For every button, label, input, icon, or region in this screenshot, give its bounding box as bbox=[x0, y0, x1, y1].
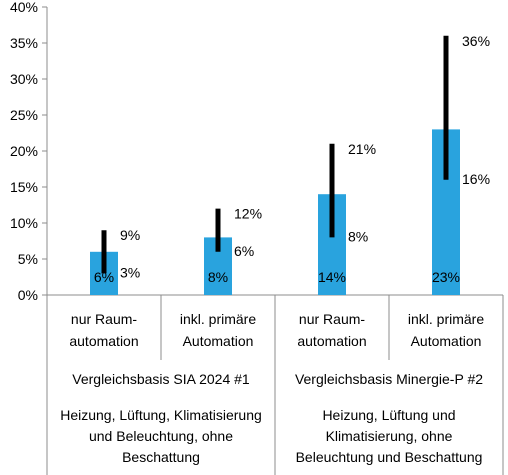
y-tick-label: 20% bbox=[10, 143, 38, 159]
range-high-label: 21% bbox=[348, 141, 376, 157]
bar-value-label: 8% bbox=[208, 269, 228, 285]
y-tick-label: 15% bbox=[10, 179, 38, 195]
range-high-label: 36% bbox=[462, 33, 490, 49]
category-label-line2: Automation bbox=[183, 333, 254, 349]
range-low-label: 16% bbox=[462, 171, 490, 187]
group-note-line: Heizung, Lüftung und bbox=[322, 407, 455, 423]
range-low-label: 3% bbox=[120, 264, 140, 280]
category-label-line1: nur Raum- bbox=[71, 311, 137, 327]
range-low-label: 6% bbox=[234, 243, 254, 259]
group-note-line: und Beleuchtung, ohne bbox=[89, 428, 233, 444]
range-high-label: 12% bbox=[234, 206, 262, 222]
bar-value-label: 6% bbox=[94, 269, 114, 285]
group-label: Vergleichsbasis Minergie-P #2 bbox=[295, 371, 483, 387]
group-note-line: Heizung, Lüftung, Klimatisierung bbox=[60, 407, 262, 423]
bar-value-label: 23% bbox=[432, 269, 460, 285]
category-label-line1: inkl. primäre bbox=[408, 311, 484, 327]
category-label-line1: nur Raum- bbox=[299, 311, 365, 327]
range-low-label: 8% bbox=[348, 228, 368, 244]
range-high-label: 9% bbox=[120, 227, 140, 243]
category-label-line2: automation bbox=[297, 333, 366, 349]
group-note-line: Klimatisierung, ohne bbox=[326, 428, 453, 444]
y-tick-label: 0% bbox=[18, 287, 38, 303]
category-label-line2: Automation bbox=[411, 333, 482, 349]
y-tick-label: 40% bbox=[10, 0, 38, 15]
y-tick-label: 25% bbox=[10, 107, 38, 123]
group-note-line: Beleuchtung und Beschattung bbox=[296, 449, 483, 465]
group-note-line: Beschattung bbox=[122, 449, 200, 465]
y-tick-label: 5% bbox=[18, 251, 38, 267]
category-label-line2: automation bbox=[69, 333, 138, 349]
y-tick-label: 10% bbox=[10, 215, 38, 231]
y-tick-label: 35% bbox=[10, 35, 38, 51]
y-tick-label: 30% bbox=[10, 71, 38, 87]
bar-value-label: 14% bbox=[318, 269, 346, 285]
category-label-line1: inkl. primäre bbox=[180, 311, 256, 327]
group-label: Vergleichsbasis SIA 2024 #1 bbox=[72, 371, 250, 387]
